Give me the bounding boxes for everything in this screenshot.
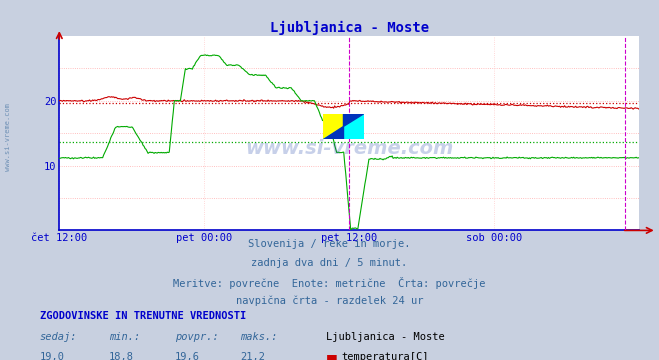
Text: Slovenija / reke in morje.: Slovenija / reke in morje. xyxy=(248,239,411,249)
Text: 19,6: 19,6 xyxy=(175,352,200,360)
Text: 21,2: 21,2 xyxy=(241,352,266,360)
Text: navpična črta - razdelek 24 ur: navpična črta - razdelek 24 ur xyxy=(236,296,423,306)
Text: 19,0: 19,0 xyxy=(40,352,65,360)
Polygon shape xyxy=(343,114,364,126)
Text: maks.:: maks.: xyxy=(241,332,278,342)
Text: www.si-vreme.com: www.si-vreme.com xyxy=(5,103,11,171)
Text: min.:: min.: xyxy=(109,332,140,342)
Text: ■: ■ xyxy=(326,352,338,360)
Text: sedaj:: sedaj: xyxy=(40,332,77,342)
Text: 18,8: 18,8 xyxy=(109,352,134,360)
Text: ZGODOVINSKE IN TRENUTNE VREDNOSTI: ZGODOVINSKE IN TRENUTNE VREDNOSTI xyxy=(40,311,246,321)
Text: temperatura[C]: temperatura[C] xyxy=(341,352,429,360)
Text: www.si-vreme.com: www.si-vreme.com xyxy=(245,139,453,158)
Text: Meritve: povrečne  Enote: metrične  Črta: povrečje: Meritve: povrečne Enote: metrične Črta: … xyxy=(173,277,486,289)
Polygon shape xyxy=(323,114,364,139)
Polygon shape xyxy=(323,114,364,139)
Title: Ljubljanica - Moste: Ljubljanica - Moste xyxy=(270,21,429,35)
Text: povpr.:: povpr.: xyxy=(175,332,218,342)
Text: zadnja dva dni / 5 minut.: zadnja dva dni / 5 minut. xyxy=(251,258,408,268)
Polygon shape xyxy=(323,126,343,139)
Text: Ljubljanica - Moste: Ljubljanica - Moste xyxy=(326,332,445,342)
